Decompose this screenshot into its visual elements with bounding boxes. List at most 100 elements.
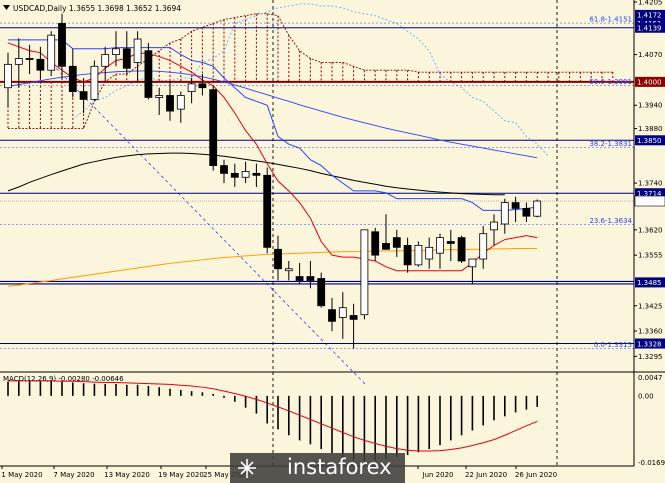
candle [252,163,261,187]
instaforex-logo-icon [238,459,256,478]
y-tick-label: 1.3620 [638,226,663,234]
candle-body [230,172,239,178]
price-axis: 1.4205 1.4070 1.3940 1.3880 1.3740 1.3620 1.35… [633,0,665,467]
x-tick-label: 22 Jun 2020 [465,471,507,479]
candle [68,48,77,98]
macd-tick-label: 0.0047 [638,374,663,382]
candle [187,77,196,104]
candle [90,60,99,102]
candle [360,229,369,320]
candle-body [14,58,23,65]
candle [436,233,444,269]
x-tick-label: 13 May 2020 [104,471,150,479]
candle [198,74,207,96]
y-tick-label: 1.3425 [638,302,663,310]
fib-level-label: 0.0-1.3315 [594,341,632,349]
candle-body [446,241,455,244]
candle-body [58,23,66,67]
candle [241,161,250,184]
candle-body [500,202,509,225]
candle-body [155,95,164,98]
price-label-box [634,195,665,207]
chart-guides [47,0,558,466]
candle [36,46,45,80]
horizontal-levels: 61.8-1.4151 50.0-1.3991 38.2-1.3831 23.6-1.… [0,16,634,349]
candle [263,167,272,254]
candle [522,202,531,223]
price-label-box [635,135,665,146]
candle [338,292,347,339]
candle [371,227,380,261]
y-tick-label: 1.4070 [638,51,663,59]
candle-body [317,278,326,307]
candle-body [511,202,520,209]
candle-body [144,50,153,98]
candle [500,198,509,234]
candle [425,237,434,269]
candle [112,31,120,67]
fib-level-label: 61.8-1.4151 [589,16,632,24]
candle-body [349,315,358,320]
candle-body [252,172,261,176]
candle [25,44,34,75]
candle [392,229,401,258]
candle [382,214,390,250]
candle [317,272,326,308]
candle [101,46,110,82]
chart-header: USDCAD,Daily 1.3655 1.3698 1.3652 1.3694 [3,4,181,13]
candles [4,13,542,349]
candle-body [403,245,412,266]
candle-body [436,237,444,254]
x-tick-label: 7 May 2020 [53,471,94,479]
candle-body [306,276,315,281]
price-label-box [635,22,665,33]
candle-body [166,95,174,112]
candle-body [241,171,250,178]
candle [14,38,23,88]
price-label: 1.3485 [637,279,662,287]
candle-body [133,38,142,63]
macd-tick-label: -0.01693 [638,459,665,467]
candle-body [25,58,34,60]
candle [349,303,358,349]
candle-body [220,165,228,174]
candle-body [101,54,110,67]
candle-body [284,268,293,272]
y-tick-label: 1.3295 [638,353,663,361]
candle [468,258,477,285]
candle-body [295,276,304,281]
candle [122,31,131,75]
moving-average-orange [7,248,538,287]
x-tick-label: 25 May 2020 [203,471,249,479]
candle [58,13,66,80]
candle-body [90,65,99,100]
candle-body [4,63,12,89]
candle-body [371,231,380,256]
candle [47,31,56,77]
candle [144,42,153,100]
candle-body [479,233,488,260]
y-tick-label: 1.3940 [638,102,663,110]
candle-body [522,208,531,217]
candle-body [490,221,498,231]
candle-body [274,248,282,270]
price-label-box [635,338,665,349]
watermark-banner [230,453,405,483]
price-label-box [635,76,665,87]
candle [166,81,174,121]
candle-body [68,65,77,93]
candle [446,229,455,261]
candle-body [122,48,131,69]
candle [490,214,498,246]
price-label: 1.3328 [637,340,662,348]
y-tick-label: 1.4205 [638,0,663,7]
candle [176,91,185,123]
dropdown-triangle-icon[interactable] [3,5,10,10]
candle-body [338,307,347,318]
candle [230,163,239,187]
price-label: 1.3714 [637,190,662,198]
y-tick-label: 1.3555 [638,252,663,260]
macd-tick-label: 0.00 [638,392,654,400]
price-label: 1.4139 [637,25,662,33]
